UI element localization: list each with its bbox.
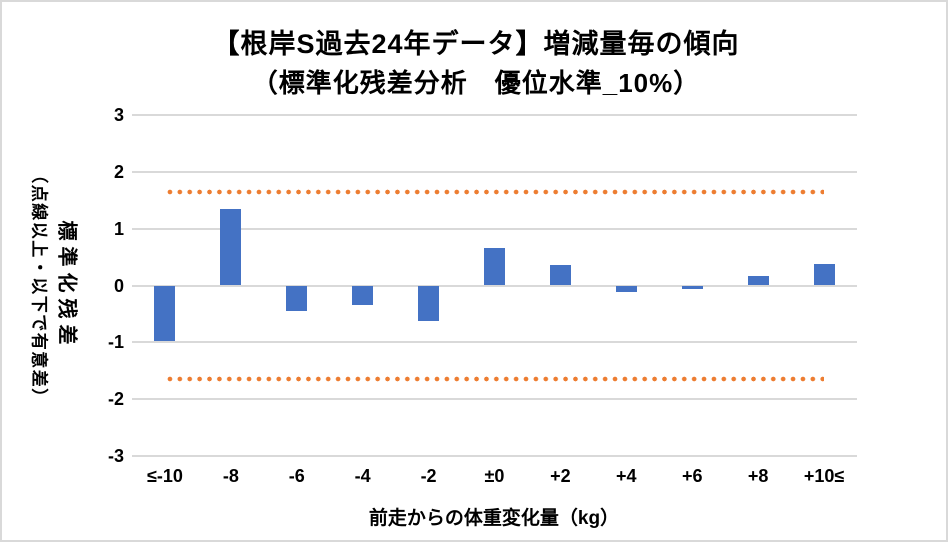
x-tick-label: -8	[222, 466, 239, 486]
y-tick-label: -3	[107, 446, 124, 466]
y-tick-label: -1	[107, 332, 124, 353]
y-tick-label: 0	[113, 275, 124, 296]
x-tick-label: ±0	[484, 466, 505, 486]
bar--4	[352, 285, 374, 306]
x-tick-label: +10≤	[803, 466, 845, 486]
gridline-y-2	[132, 170, 857, 173]
bar--2	[418, 285, 440, 321]
gridline-y-3	[132, 114, 857, 116]
x-tick-label: +8	[747, 466, 769, 486]
bar-+8	[747, 275, 769, 286]
bar-+4	[615, 285, 637, 293]
gridline-y--1	[132, 341, 857, 344]
x-axis-title: 前走からの体重変化量（kg）	[368, 508, 620, 529]
x-tick-label: -4	[354, 466, 371, 486]
bar-≤-10	[154, 285, 176, 342]
bar-±0	[484, 247, 505, 286]
bar--6	[286, 285, 308, 311]
gridline-y--3	[132, 455, 857, 457]
bar--8	[220, 208, 242, 286]
gridline-y--2	[132, 398, 857, 401]
y-tick-label: 1	[113, 218, 124, 239]
gridline-y-1	[132, 227, 857, 230]
chart-subtitle: （標準化残差分析 優位水準_10%）	[251, 68, 701, 98]
x-tick-label: +6	[681, 466, 703, 486]
chart-title: 【根岸S過去24年データ】増減量毎の傾向	[212, 29, 740, 59]
bar-+10≤	[813, 264, 835, 286]
y-tick-label: 2	[113, 161, 124, 182]
significance-line-upper	[164, 189, 825, 195]
bar-+2	[549, 265, 571, 286]
x-tick-label: ≤-10	[147, 466, 183, 486]
gridline-y-0	[132, 284, 857, 287]
x-tick-label: +2	[550, 466, 571, 486]
significance-line-lower	[164, 375, 825, 382]
x-tick-label: -2	[420, 466, 437, 486]
y-tick-label: 3	[113, 105, 124, 125]
y-tick-label: -2	[107, 389, 124, 410]
x-tick-label: -6	[288, 466, 305, 486]
x-tick-label: +4	[616, 466, 637, 486]
bar-+6	[681, 285, 703, 289]
